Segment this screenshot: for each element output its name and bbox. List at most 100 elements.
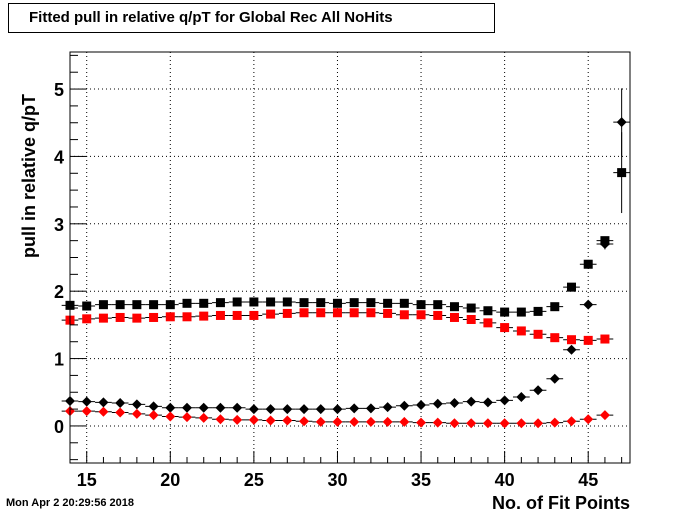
grid (70, 52, 630, 463)
data-series (61, 308, 614, 345)
data-point (282, 404, 293, 415)
y-tick-label: 5 (54, 80, 64, 100)
data-point (482, 397, 493, 408)
data-point (599, 410, 610, 421)
data-point (115, 407, 126, 418)
data-point (332, 404, 343, 415)
data-point (449, 302, 459, 312)
data-point (165, 312, 175, 322)
data-point (299, 416, 310, 427)
data-point (182, 412, 193, 423)
data-point (266, 297, 276, 307)
data-point (500, 323, 510, 333)
x-tick-label: 20 (160, 470, 180, 490)
x-tick-label: 45 (578, 470, 598, 490)
data-point (399, 310, 409, 320)
data-point (81, 406, 92, 417)
data-point (332, 416, 343, 427)
data-point (98, 313, 108, 323)
data-point (182, 402, 193, 413)
data-point (399, 400, 410, 411)
data-point (315, 416, 326, 427)
data-point (466, 314, 476, 324)
data-point (232, 310, 242, 320)
data-point (416, 400, 427, 411)
data-point (499, 395, 510, 406)
data-point (165, 411, 176, 422)
data-point (215, 298, 225, 308)
data-point (265, 415, 276, 426)
data-point (215, 402, 226, 413)
data-point (332, 308, 342, 318)
data-point (566, 344, 577, 355)
data-point (616, 117, 627, 128)
data-point (248, 414, 259, 425)
data-point (566, 416, 577, 427)
data-point (98, 300, 108, 310)
data-point (198, 412, 209, 423)
data-point (316, 298, 326, 308)
data-point (98, 406, 109, 417)
data-point (232, 297, 242, 307)
data-point (516, 418, 527, 429)
data-point (215, 414, 226, 425)
data-point (416, 310, 426, 320)
data-point (199, 311, 209, 321)
data-point (416, 300, 426, 310)
data-point (282, 297, 292, 307)
plot-frame (69, 51, 631, 464)
data-point (382, 402, 393, 413)
data-point (349, 298, 359, 308)
x-tick-label: 30 (327, 470, 347, 490)
data-point (349, 416, 360, 427)
data-point (466, 396, 477, 407)
data-point (232, 414, 243, 425)
data-point (132, 300, 142, 310)
data-point (617, 168, 627, 178)
data-point (449, 312, 459, 322)
timestamp: Mon Apr 2 20:29:56 2018 (6, 497, 134, 509)
data-point (265, 404, 276, 415)
y-tick-label: 3 (54, 215, 64, 235)
data-point (432, 398, 443, 409)
data-point (249, 297, 259, 307)
data-point (366, 298, 376, 308)
data-point (316, 308, 326, 318)
y-axis-label: pull in relative q/pT (19, 94, 39, 258)
data-point (165, 402, 176, 413)
data-point (583, 259, 593, 269)
data-point (131, 408, 142, 419)
data-point (148, 401, 159, 412)
data-point (399, 298, 409, 308)
data-point (82, 301, 92, 311)
data-point (516, 326, 526, 336)
x-tick-label: 35 (411, 470, 431, 490)
data-point (549, 417, 560, 428)
data-point (115, 312, 125, 322)
data-point (199, 298, 209, 308)
data-point (148, 410, 159, 421)
data-point (483, 306, 493, 316)
data-point (533, 329, 543, 339)
data-point (483, 318, 493, 328)
data-point (416, 417, 427, 428)
y-tick-label: 0 (54, 417, 64, 437)
data-point (115, 300, 125, 310)
y-tick-label: 1 (54, 350, 64, 370)
data-point (599, 239, 610, 250)
data-point (282, 308, 292, 318)
data-point (82, 314, 92, 324)
x-tick-label: 25 (244, 470, 264, 490)
data-point (383, 308, 393, 318)
data-series (61, 406, 614, 429)
x-tick-label: 40 (495, 470, 515, 490)
data-point (533, 306, 543, 316)
data-point (198, 402, 209, 413)
data-point (299, 298, 309, 308)
data-point (182, 312, 192, 322)
chart-title: Fitted pull in relative q/pT for Global … (8, 3, 495, 33)
data-point (81, 396, 92, 407)
data-point (533, 385, 544, 396)
